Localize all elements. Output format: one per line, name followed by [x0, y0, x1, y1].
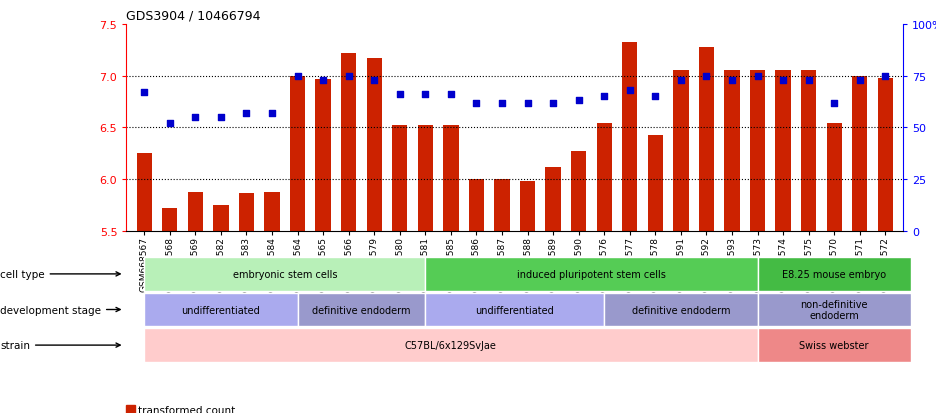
Text: embryonic stem cells: embryonic stem cells [232, 269, 337, 279]
Point [444, 92, 459, 98]
Bar [852, 76, 868, 231]
Point [622, 88, 637, 94]
Bar [699, 47, 714, 231]
Point [342, 73, 357, 80]
Point [265, 110, 280, 117]
Bar [878, 78, 893, 231]
Point [801, 77, 816, 84]
Text: undifferentiated: undifferentiated [182, 305, 260, 315]
Text: strain: strain [0, 340, 120, 350]
Point [648, 94, 663, 100]
Bar [290, 76, 305, 231]
Point [367, 77, 382, 84]
Bar [264, 192, 280, 231]
Point [239, 110, 254, 117]
Bar [596, 124, 612, 231]
Point [137, 90, 152, 96]
Point [417, 92, 432, 98]
Text: definitive endoderm: definitive endoderm [313, 305, 411, 315]
Text: Swiss webster: Swiss webster [799, 340, 869, 350]
Point [213, 114, 228, 121]
Point [290, 73, 305, 80]
Text: cell type: cell type [0, 269, 120, 279]
Bar [162, 209, 178, 231]
Text: undifferentiated: undifferentiated [475, 305, 554, 315]
Text: C57BL/6x129SvJae: C57BL/6x129SvJae [405, 340, 497, 350]
Bar [367, 59, 382, 231]
Text: E8.25 mouse embryo: E8.25 mouse embryo [782, 269, 886, 279]
Bar [137, 154, 152, 231]
Text: non-definitive
endoderm: non-definitive endoderm [800, 299, 868, 320]
Point [315, 77, 330, 84]
Point [750, 73, 765, 80]
Bar [801, 71, 816, 231]
Bar [724, 71, 739, 231]
Bar [750, 71, 766, 231]
Point [571, 98, 586, 104]
Bar [213, 206, 228, 231]
Text: GDS3904 / 10466794: GDS3904 / 10466794 [126, 9, 261, 22]
Text: definitive endoderm: definitive endoderm [632, 305, 730, 315]
Text: induced pluripotent stem cells: induced pluripotent stem cells [517, 269, 665, 279]
Point [673, 77, 688, 84]
Point [597, 94, 612, 100]
Bar [571, 152, 586, 231]
Bar [519, 182, 535, 231]
Bar [622, 43, 637, 231]
Bar [673, 71, 689, 231]
Point [546, 100, 561, 107]
Point [878, 73, 893, 80]
Bar [188, 192, 203, 231]
Bar [469, 180, 484, 231]
Point [188, 114, 203, 121]
Bar [494, 180, 510, 231]
Bar [126, 406, 135, 413]
Bar [826, 124, 841, 231]
Text: development stage: development stage [0, 305, 120, 315]
Point [853, 77, 868, 84]
Bar [392, 126, 407, 231]
Point [520, 100, 535, 107]
Point [776, 77, 791, 84]
Bar [648, 135, 663, 231]
Bar [775, 71, 791, 231]
Bar [546, 167, 561, 231]
Bar [444, 126, 459, 231]
Point [826, 100, 841, 107]
Text: transformed count: transformed count [139, 405, 235, 413]
Point [162, 121, 177, 127]
Bar [239, 193, 255, 231]
Point [469, 100, 484, 107]
Bar [341, 54, 357, 231]
Point [494, 100, 509, 107]
Point [724, 77, 739, 84]
Bar [315, 80, 330, 231]
Point [392, 92, 407, 98]
Point [699, 73, 714, 80]
Bar [417, 126, 433, 231]
